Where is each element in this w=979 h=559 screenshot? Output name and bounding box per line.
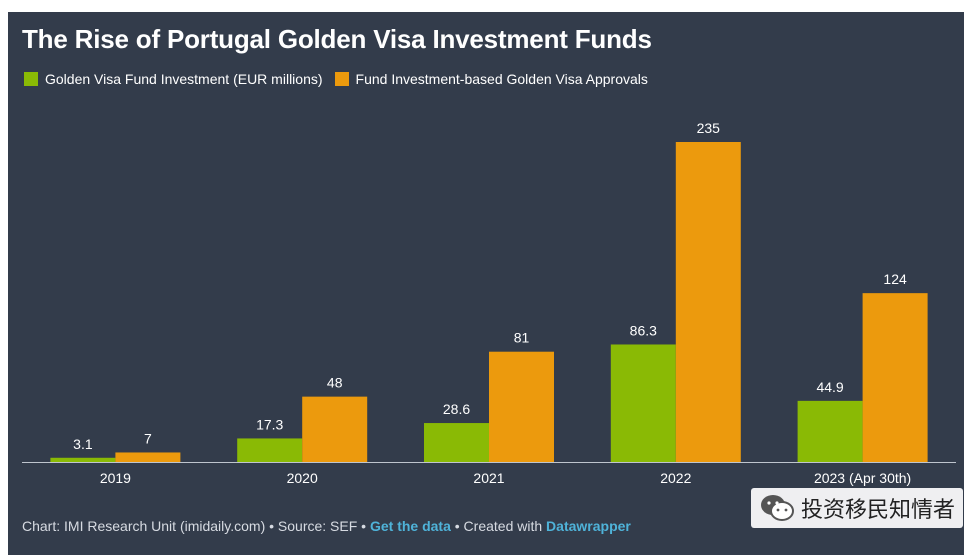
datawrapper-link[interactable]: Datawrapper xyxy=(546,518,631,534)
watermark-text: 投资移民知情者 xyxy=(800,497,955,522)
data-label-approvals-2: 81 xyxy=(514,330,530,346)
x-tick-label-0: 2019 xyxy=(100,470,131,486)
footer-credit: Chart: IMI Research Unit (imidaily.com) … xyxy=(22,518,367,534)
x-tick-label-1: 2020 xyxy=(287,470,318,486)
bar-approvals-0 xyxy=(115,452,181,462)
bar-approvals-1 xyxy=(302,396,368,462)
legend-item-investment: Golden Visa Fund Investment (EUR million… xyxy=(24,71,323,87)
legend: Golden Visa Fund Investment (EUR million… xyxy=(24,71,648,87)
chart-card: The Rise of Portugal Golden Visa Investm… xyxy=(8,12,964,555)
data-label-approvals-0: 7 xyxy=(144,430,152,446)
bar-approvals-3 xyxy=(675,142,741,462)
data-label-approvals-3: 235 xyxy=(697,120,721,136)
get-data-link[interactable]: Get the data xyxy=(369,518,451,534)
bar-approvals-2 xyxy=(489,351,554,462)
wechat-watermark: 投资移民知情者 xyxy=(750,488,963,528)
bar-investment-0 xyxy=(50,457,116,462)
x-tick-label-3: 2022 xyxy=(660,470,691,486)
data-label-approvals-4: 124 xyxy=(883,271,907,287)
bar-investment-1 xyxy=(237,438,303,462)
bar-investment-2 xyxy=(424,423,489,462)
wechat-icon xyxy=(760,495,794,521)
bar-chart: 3.1 7 2019 17.3 48 2020 28.6 81 2021 86.3 235 2022 4… xyxy=(22,120,956,486)
chart-footer: Chart: IMI Research Unit (imidaily.com) … xyxy=(22,518,631,534)
legend-item-approvals: Fund Investment-based Golden Visa Approv… xyxy=(334,71,648,87)
data-label-investment-2: 28.6 xyxy=(443,401,470,417)
data-label-investment-0: 3.1 xyxy=(73,436,93,452)
data-label-approvals-1: 48 xyxy=(327,375,343,391)
x-tick-label-4: 2023 (Apr 30th) xyxy=(814,470,911,486)
data-label-investment-1: 17.3 xyxy=(256,416,283,432)
footer-created-with: • Created with xyxy=(454,518,543,534)
bar-investment-4 xyxy=(797,400,863,462)
bar-approvals-4 xyxy=(862,293,928,462)
legend-label-investment: Golden Visa Fund Investment (EUR million… xyxy=(45,71,323,87)
legend-swatch-orange xyxy=(334,72,349,86)
chart-title: The Rise of Portugal Golden Visa Investm… xyxy=(22,24,652,54)
data-label-investment-3: 86.3 xyxy=(630,322,657,338)
legend-label-approvals: Fund Investment-based Golden Visa Approv… xyxy=(355,71,648,87)
bar-investment-3 xyxy=(610,344,676,462)
x-tick-label-2: 2021 xyxy=(473,470,504,486)
data-label-investment-4: 44.9 xyxy=(816,379,843,395)
legend-swatch-green xyxy=(24,72,38,86)
